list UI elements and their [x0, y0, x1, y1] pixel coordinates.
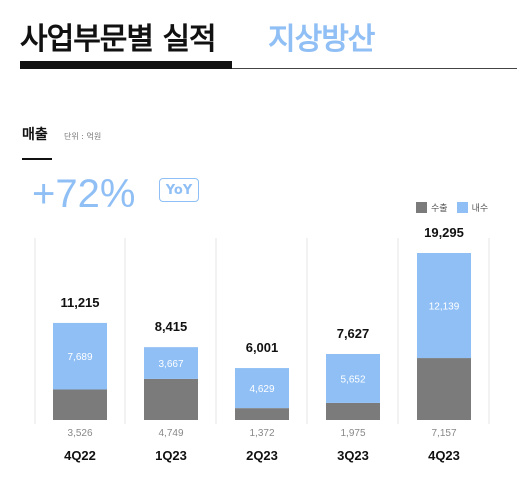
page-title: 사업부문별 실적: [20, 22, 217, 57]
page-subtitle: 지상방산: [268, 22, 375, 57]
x-tick-label: 4Q22: [64, 448, 96, 463]
bar-domestic: [417, 253, 471, 359]
legend-label-domestic: 내수: [471, 204, 489, 214]
legend-swatch-export: [416, 202, 427, 213]
x-tick-label: 2Q23: [246, 448, 278, 463]
section-underline: [22, 158, 52, 160]
section-title: 매출: [22, 127, 48, 143]
data-label-export: 7,157: [431, 428, 456, 439]
data-label-domestic: 7,689: [67, 352, 92, 363]
bar-export: [53, 389, 107, 420]
bar-domestic: [235, 368, 289, 409]
legend-label-export: 수출: [431, 204, 448, 214]
legend-item-export: 수출: [416, 201, 448, 214]
data-label-domestic: 4,629: [249, 384, 274, 395]
data-label-domestic: 12,139: [429, 302, 460, 313]
bar-export: [144, 378, 198, 420]
bar-export: [417, 358, 471, 420]
x-tick-label: 3Q23: [337, 448, 369, 463]
legend-item-domestic: 내수: [456, 201, 489, 214]
x-tick-label: 1Q23: [155, 448, 187, 463]
data-label-total: 6,001: [246, 340, 279, 355]
data-label-total: 19,295: [424, 225, 464, 240]
data-label-domestic: 5,652: [340, 374, 365, 385]
title-divider: [232, 68, 517, 69]
bar-export: [326, 402, 380, 420]
data-label-domestic: 3,667: [158, 359, 183, 370]
data-label-total: 7,627: [337, 326, 370, 341]
data-label-export: 3,526: [67, 428, 92, 439]
data-label-export: 4,749: [158, 428, 183, 439]
x-tick-label: 4Q23: [428, 448, 460, 463]
growth-rate: +72%: [32, 172, 136, 216]
yoy-badge: YoY: [159, 178, 199, 202]
data-label-export: 1,975: [340, 428, 365, 439]
legend-swatch-domestic: [456, 202, 468, 213]
bar-domestic: [326, 353, 380, 403]
data-label-total: 11,215: [60, 295, 99, 310]
bar-domestic: [144, 347, 198, 379]
bar-export: [235, 408, 289, 420]
chart-legend: 수출 내수: [416, 201, 497, 214]
data-label-export: 1,372: [249, 428, 274, 439]
bar-domestic: [53, 322, 107, 390]
title-underline: [20, 61, 232, 69]
data-label-total: 8,415: [155, 319, 188, 334]
unit-label: 단위 : 억원: [64, 132, 102, 141]
